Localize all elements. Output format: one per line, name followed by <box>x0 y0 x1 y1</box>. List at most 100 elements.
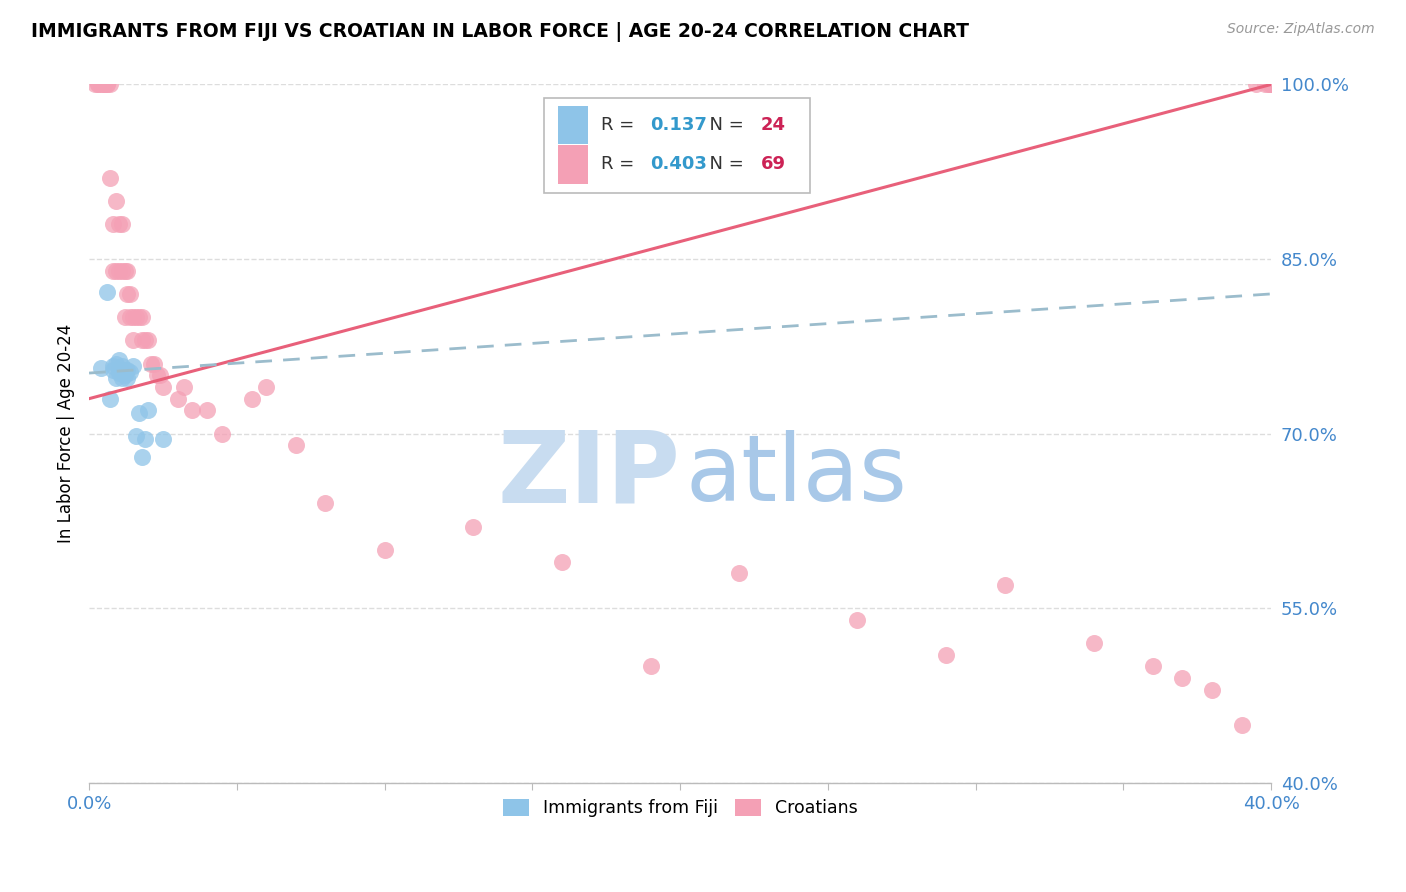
Point <box>107 353 129 368</box>
Point <box>93 78 115 92</box>
Point <box>114 362 136 376</box>
Point <box>110 217 132 231</box>
Point <box>240 392 263 406</box>
Point <box>101 362 124 376</box>
Point <box>1142 659 1164 673</box>
Point <box>90 361 112 376</box>
Text: 0.137: 0.137 <box>651 116 707 134</box>
Point <box>146 368 169 383</box>
Text: 69: 69 <box>761 155 786 173</box>
Point <box>1246 78 1268 92</box>
Point <box>114 263 136 277</box>
Point <box>93 78 115 92</box>
Point <box>98 170 121 185</box>
FancyBboxPatch shape <box>544 98 810 193</box>
Point <box>90 78 112 92</box>
Point <box>1260 78 1282 92</box>
Point <box>131 310 153 325</box>
Point <box>107 263 129 277</box>
Point <box>117 370 139 384</box>
Point <box>122 334 145 348</box>
Point <box>125 310 148 325</box>
Text: N =: N = <box>697 155 749 173</box>
Point <box>128 310 150 325</box>
Point <box>117 287 139 301</box>
Point <box>463 519 485 533</box>
Point <box>110 370 132 384</box>
Point <box>640 659 662 673</box>
Text: ZIP: ZIP <box>498 427 681 524</box>
Point <box>101 359 124 373</box>
Point <box>87 78 110 92</box>
Text: R =: R = <box>600 116 640 134</box>
Point <box>107 366 129 380</box>
Point <box>110 263 132 277</box>
Point <box>122 359 145 373</box>
Point <box>120 287 142 301</box>
Point <box>1201 682 1223 697</box>
Point <box>139 357 162 371</box>
Point <box>1260 78 1282 92</box>
Point <box>96 78 118 92</box>
Point <box>551 555 574 569</box>
Point <box>104 370 127 384</box>
Point <box>134 433 156 447</box>
Point <box>149 368 172 383</box>
Point <box>728 566 751 581</box>
Point <box>125 429 148 443</box>
Point <box>1083 636 1105 650</box>
Point <box>110 359 132 373</box>
Point <box>846 613 869 627</box>
Point <box>96 285 118 299</box>
Point <box>136 334 159 348</box>
Point <box>166 392 188 406</box>
Text: 0.403: 0.403 <box>651 155 707 173</box>
Point <box>104 194 127 208</box>
Point <box>131 450 153 464</box>
Text: atlas: atlas <box>686 431 908 520</box>
Point <box>114 310 136 325</box>
Point <box>152 433 174 447</box>
Point <box>101 263 124 277</box>
Point <box>994 578 1017 592</box>
Point <box>104 357 127 371</box>
Point <box>314 496 336 510</box>
Point <box>1260 78 1282 92</box>
Point <box>195 403 218 417</box>
Text: N =: N = <box>697 116 749 134</box>
Point <box>87 78 110 92</box>
Text: Source: ZipAtlas.com: Source: ZipAtlas.com <box>1227 22 1375 37</box>
Point <box>173 380 195 394</box>
Point <box>284 438 307 452</box>
Point <box>1254 78 1277 92</box>
Point <box>128 406 150 420</box>
Point <box>96 78 118 92</box>
Point <box>93 78 115 92</box>
Point <box>254 380 277 394</box>
Point <box>1171 671 1194 685</box>
Bar <box>558 106 588 145</box>
Point <box>134 334 156 348</box>
Point <box>1260 78 1282 92</box>
Point <box>374 543 396 558</box>
Point <box>107 362 129 376</box>
Point <box>1260 78 1282 92</box>
Point <box>120 310 142 325</box>
Point <box>1260 78 1282 92</box>
Point <box>181 403 204 417</box>
Point <box>117 362 139 376</box>
Point <box>136 403 159 417</box>
Point <box>114 368 136 383</box>
Point <box>211 426 233 441</box>
Point <box>120 365 142 379</box>
Point <box>104 263 127 277</box>
Text: IMMIGRANTS FROM FIJI VS CROATIAN IN LABOR FORCE | AGE 20-24 CORRELATION CHART: IMMIGRANTS FROM FIJI VS CROATIAN IN LABO… <box>31 22 969 42</box>
Legend: Immigrants from Fiji, Croatians: Immigrants from Fiji, Croatians <box>496 792 865 824</box>
Point <box>101 217 124 231</box>
Point <box>84 78 107 92</box>
Point <box>1257 78 1279 92</box>
Point <box>122 310 145 325</box>
Text: 24: 24 <box>761 116 786 134</box>
Point <box>98 392 121 406</box>
Point <box>935 648 957 662</box>
